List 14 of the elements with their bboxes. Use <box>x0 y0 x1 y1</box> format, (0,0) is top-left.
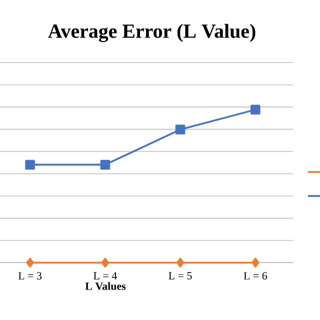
point <box>250 104 260 115</box>
point <box>101 258 110 268</box>
x-tick-label: L = 4 <box>94 272 117 280</box>
point <box>252 258 260 268</box>
x-tick-label: L = 6 <box>244 272 268 280</box>
chart-title: Average Error (L Value) <box>48 24 256 42</box>
point <box>175 124 186 134</box>
x-tick-label: L = 3 <box>18 272 42 280</box>
x-tick-label: L = 5 <box>168 272 192 280</box>
point <box>26 258 34 268</box>
point <box>176 258 184 268</box>
point <box>25 160 35 170</box>
point <box>100 160 110 170</box>
x-axis-title: L Values <box>85 282 126 290</box>
